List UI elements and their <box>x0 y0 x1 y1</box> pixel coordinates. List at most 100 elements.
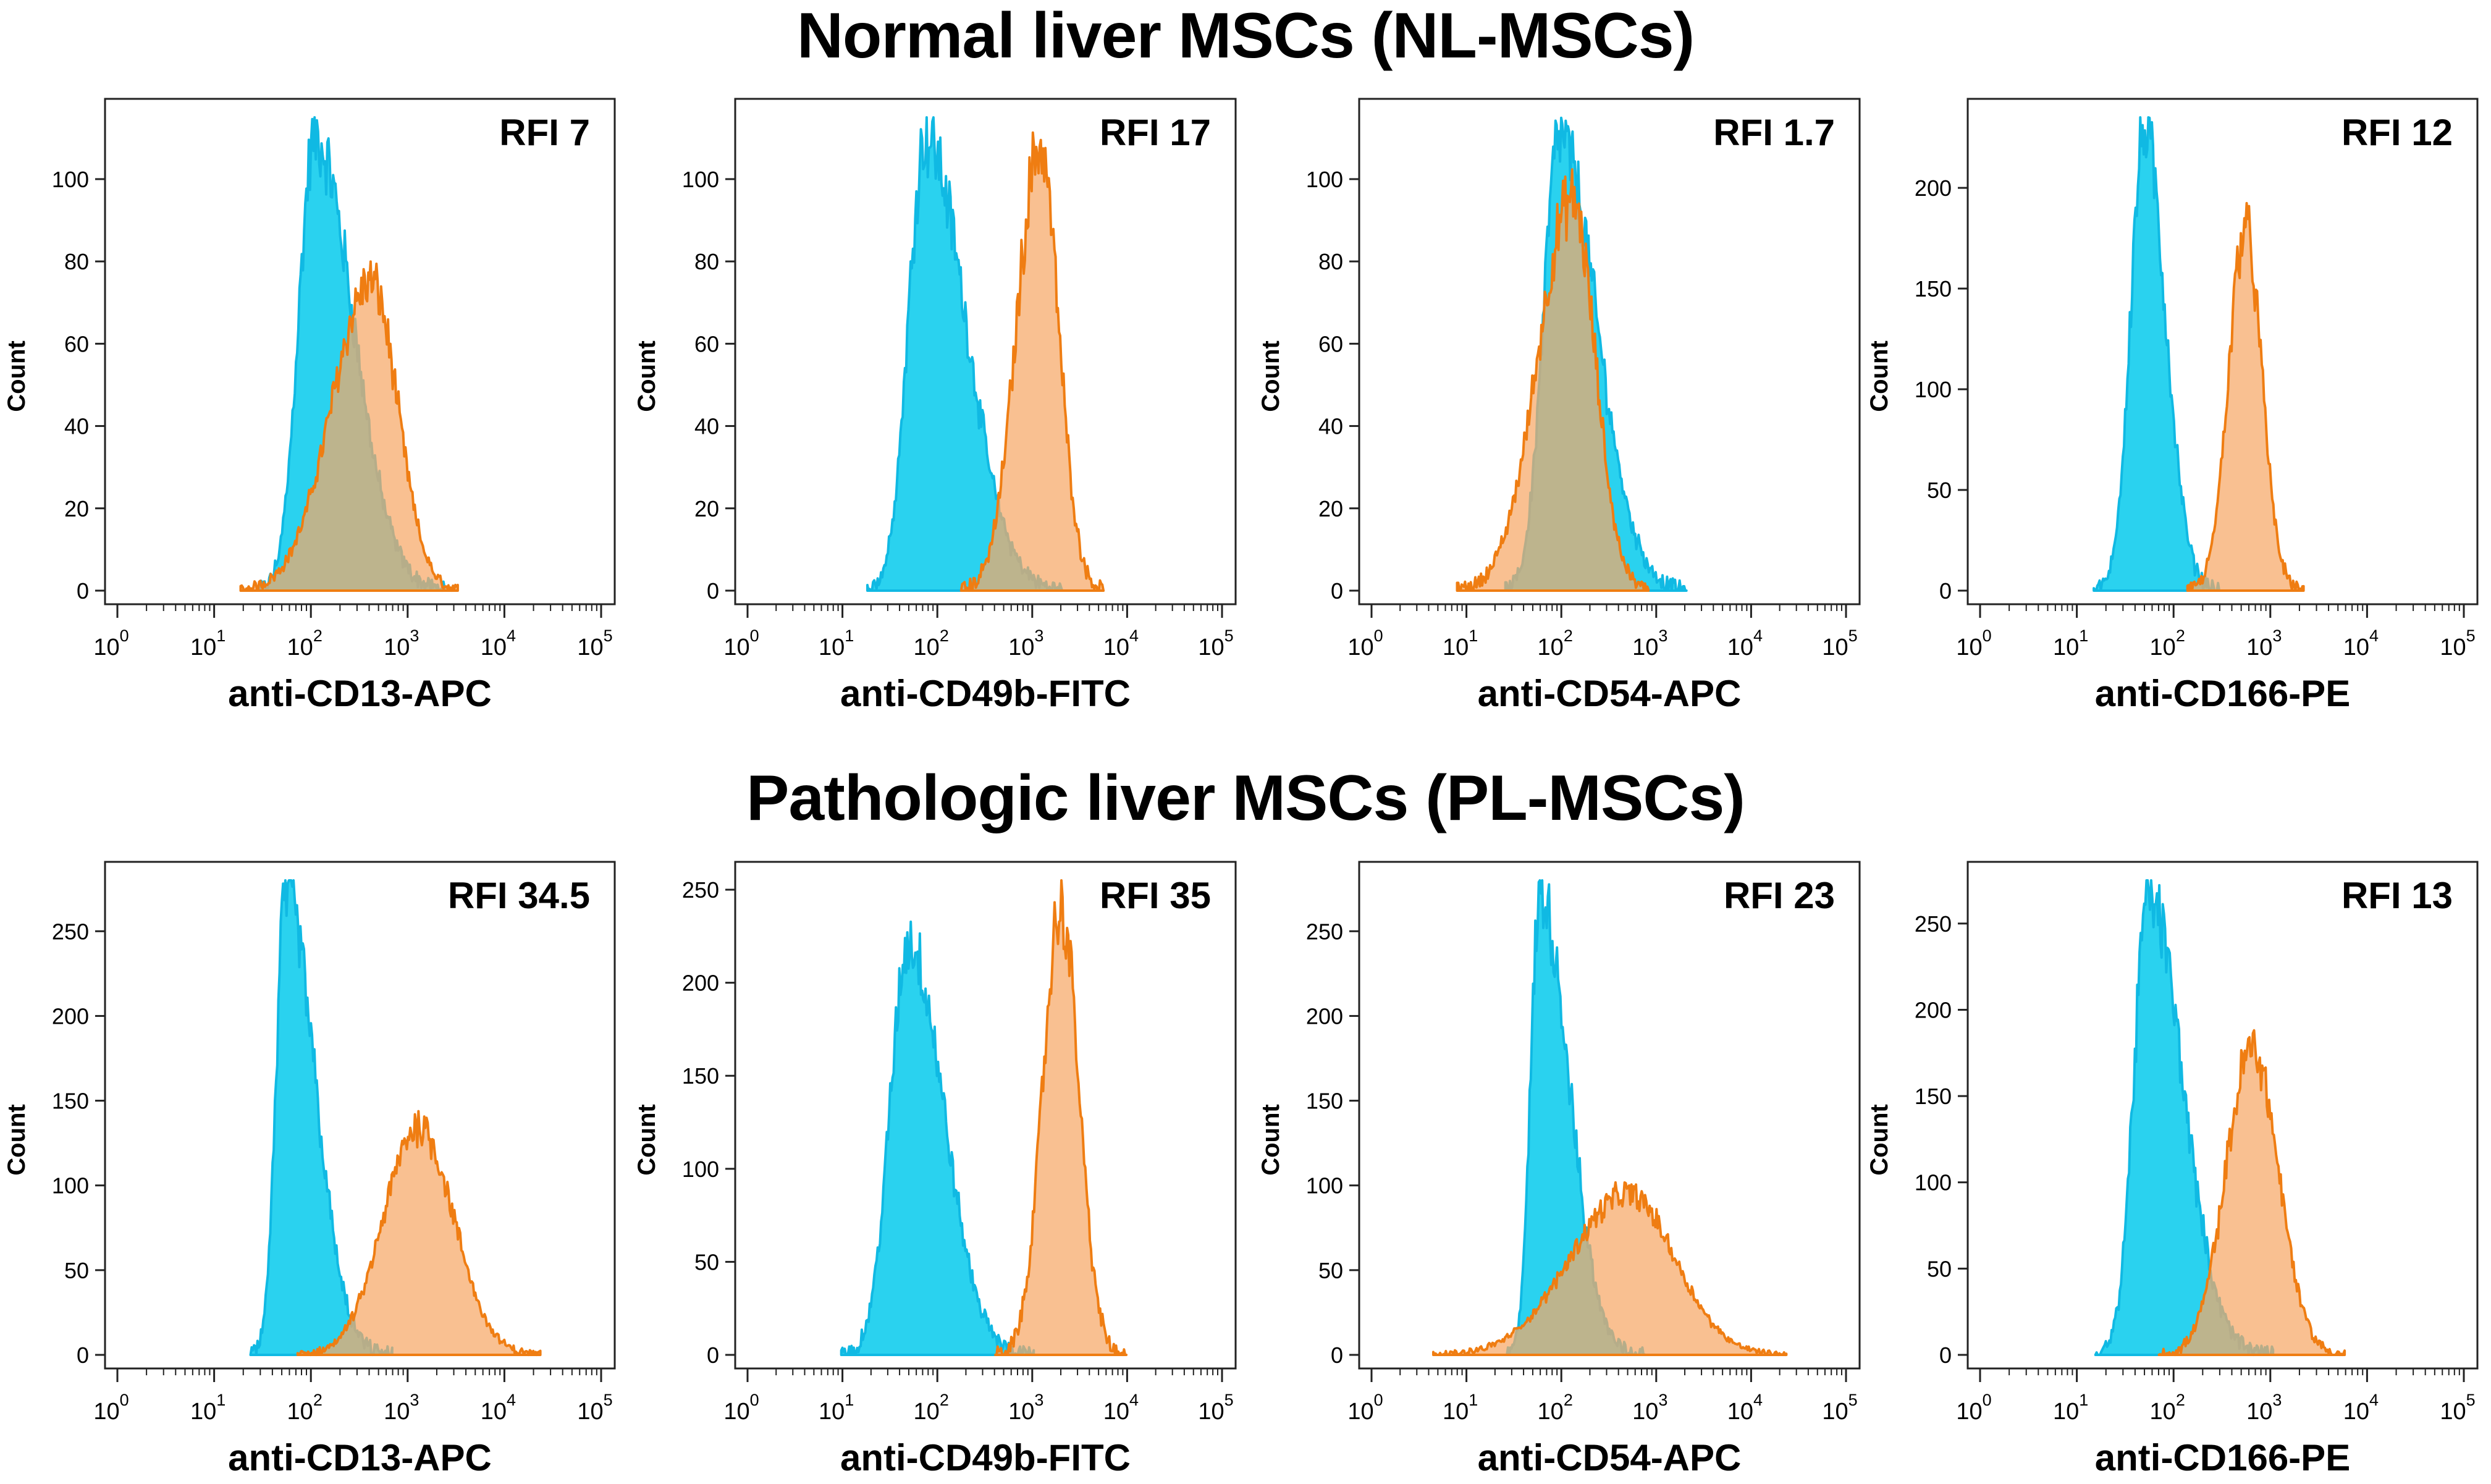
x-tick-exponent: 3 <box>410 1391 419 1409</box>
x-tick-label: 101 <box>2053 1391 2088 1425</box>
histogram-panel-2: 100 101 102 103 104 105020406080100Countanti-… <box>633 98 1237 714</box>
x-tick-label: 105 <box>1822 1391 1857 1425</box>
plot-frame <box>1358 861 1861 1370</box>
y-axis-label: Count <box>633 1104 660 1176</box>
y-tick-label: 60 <box>64 331 89 356</box>
x-tick-label: 102 <box>1538 626 1573 660</box>
plot-frame <box>104 98 616 605</box>
y-tick-label: 60 <box>1318 331 1343 356</box>
x-tick-exponent: 5 <box>2466 626 2476 645</box>
x-tick-label: 100 <box>723 626 759 660</box>
x-tick-label: 103 <box>1632 1391 1667 1425</box>
x-tick-label: 101 <box>1443 1391 1478 1425</box>
y-axis-label: Count <box>633 340 660 412</box>
plot-frame <box>1966 98 2479 605</box>
x-tick-exponent: 1 <box>845 1391 854 1409</box>
x-tick-exponent: 3 <box>1658 626 1667 645</box>
x-tick-exponent: 2 <box>313 626 322 645</box>
x-tick-label: 103 <box>1008 626 1043 660</box>
x-tick-exponent: 4 <box>1753 1391 1763 1409</box>
y-tick-label: 0 <box>707 578 719 604</box>
y-tick-label: 250 <box>52 919 89 944</box>
x-tick-label: 103 <box>384 626 419 660</box>
x-tick-label: 102 <box>914 1391 949 1425</box>
x-tick-label: 104 <box>481 626 516 660</box>
y-tick-label: 0 <box>707 1343 719 1368</box>
section-title-normal: Normal liver MSCs (NL-MSCs) <box>796 0 1695 72</box>
x-tick-exponent: 4 <box>507 626 516 645</box>
histogram-panel-5: 100 101 102 103 104 105050100150200250Countan… <box>3 861 616 1478</box>
y-tick-label: 80 <box>694 249 719 274</box>
x-tick-exponent: 5 <box>1224 1391 1234 1409</box>
x-tick-label: 103 <box>1008 1391 1043 1425</box>
x-tick-label: 103 <box>384 1391 419 1425</box>
x-tick-exponent: 5 <box>1848 1391 1858 1409</box>
y-tick-label: 250 <box>1306 919 1343 944</box>
rfi-annotation: RFI 34.5 <box>448 875 590 916</box>
x-tick-exponent: 2 <box>2176 626 2185 645</box>
stained-histogram <box>994 879 1128 1356</box>
y-tick-label: 200 <box>52 1003 89 1029</box>
y-tick-label: 200 <box>1306 1003 1343 1029</box>
y-tick-label: 40 <box>1318 414 1343 439</box>
x-tick-label: 100 <box>723 1391 759 1425</box>
x-tick-label: 104 <box>1727 1391 1763 1425</box>
x-tick-label: 105 <box>577 1391 612 1425</box>
x-tick-exponent: 1 <box>845 626 854 645</box>
x-tick-label: 100 <box>1956 1391 1991 1425</box>
x-tick-label: 104 <box>2343 626 2379 660</box>
x-tick-label: 101 <box>819 626 854 660</box>
x-tick-exponent: 3 <box>1034 626 1043 645</box>
y-tick-label: 250 <box>682 877 719 903</box>
y-tick-label: 50 <box>1927 478 1952 503</box>
x-tick-exponent: 4 <box>507 1391 516 1409</box>
y-tick-label: 50 <box>1927 1256 1952 1281</box>
x-tick-exponent: 2 <box>1564 626 1573 645</box>
x-tick-label: 102 <box>2150 1391 2185 1425</box>
x-tick-label: 101 <box>190 626 225 660</box>
x-tick-label: 105 <box>2440 1391 2475 1425</box>
histogram-panel-1: 100 101 102 103 104 105020406080100Countanti-… <box>3 98 616 714</box>
y-tick-label: 0 <box>1939 1343 1952 1368</box>
y-tick-label: 50 <box>64 1258 89 1283</box>
y-tick-label: 50 <box>1318 1258 1343 1283</box>
y-tick-label: 80 <box>64 249 89 274</box>
y-tick-label: 150 <box>1915 1084 1952 1109</box>
x-tick-exponent: 1 <box>1469 1391 1478 1409</box>
y-tick-label: 20 <box>64 496 89 521</box>
y-tick-label: 100 <box>1306 167 1343 192</box>
x-tick-label: 104 <box>1727 626 1763 660</box>
histogram-panel-3: 100 101 102 103 104 105020406080100Countanti-… <box>1257 98 1861 714</box>
stained-histogram <box>1456 168 1650 592</box>
rfi-annotation: RFI 17 <box>1100 112 1211 153</box>
stained-histogram <box>959 131 1105 592</box>
x-axis-label: anti-CD54-APC <box>1478 673 1742 714</box>
x-tick-label: 101 <box>2053 626 2088 660</box>
x-tick-exponent: 0 <box>120 626 129 645</box>
plot-frame <box>734 98 1237 605</box>
x-tick-exponent: 0 <box>1983 626 1992 645</box>
x-tick-label: 104 <box>2343 1391 2379 1425</box>
x-tick-label: 105 <box>2440 626 2475 660</box>
plot-frame <box>1358 98 1861 605</box>
plot-frame <box>104 861 616 1370</box>
x-tick-exponent: 5 <box>2466 1391 2476 1409</box>
x-tick-exponent: 1 <box>2079 626 2088 645</box>
rfi-annotation: RFI 7 <box>499 112 590 153</box>
x-tick-label: 102 <box>287 1391 322 1425</box>
y-axis-label: Count <box>1257 1104 1284 1176</box>
x-tick-label: 102 <box>1538 1391 1573 1425</box>
x-tick-label: 103 <box>1632 626 1667 660</box>
x-tick-label: 102 <box>287 626 322 660</box>
x-tick-exponent: 2 <box>2176 1391 2185 1409</box>
x-tick-label: 100 <box>1956 626 1991 660</box>
rfi-annotation: RFI 13 <box>2341 875 2453 916</box>
y-tick-label: 100 <box>1915 377 1952 402</box>
y-tick-label: 0 <box>1939 578 1952 604</box>
x-tick-exponent: 4 <box>1129 626 1139 645</box>
x-tick-exponent: 2 <box>313 1391 322 1409</box>
x-tick-label: 101 <box>1443 626 1478 660</box>
x-tick-label: 105 <box>1198 626 1233 660</box>
x-tick-label: 100 <box>1347 626 1383 660</box>
